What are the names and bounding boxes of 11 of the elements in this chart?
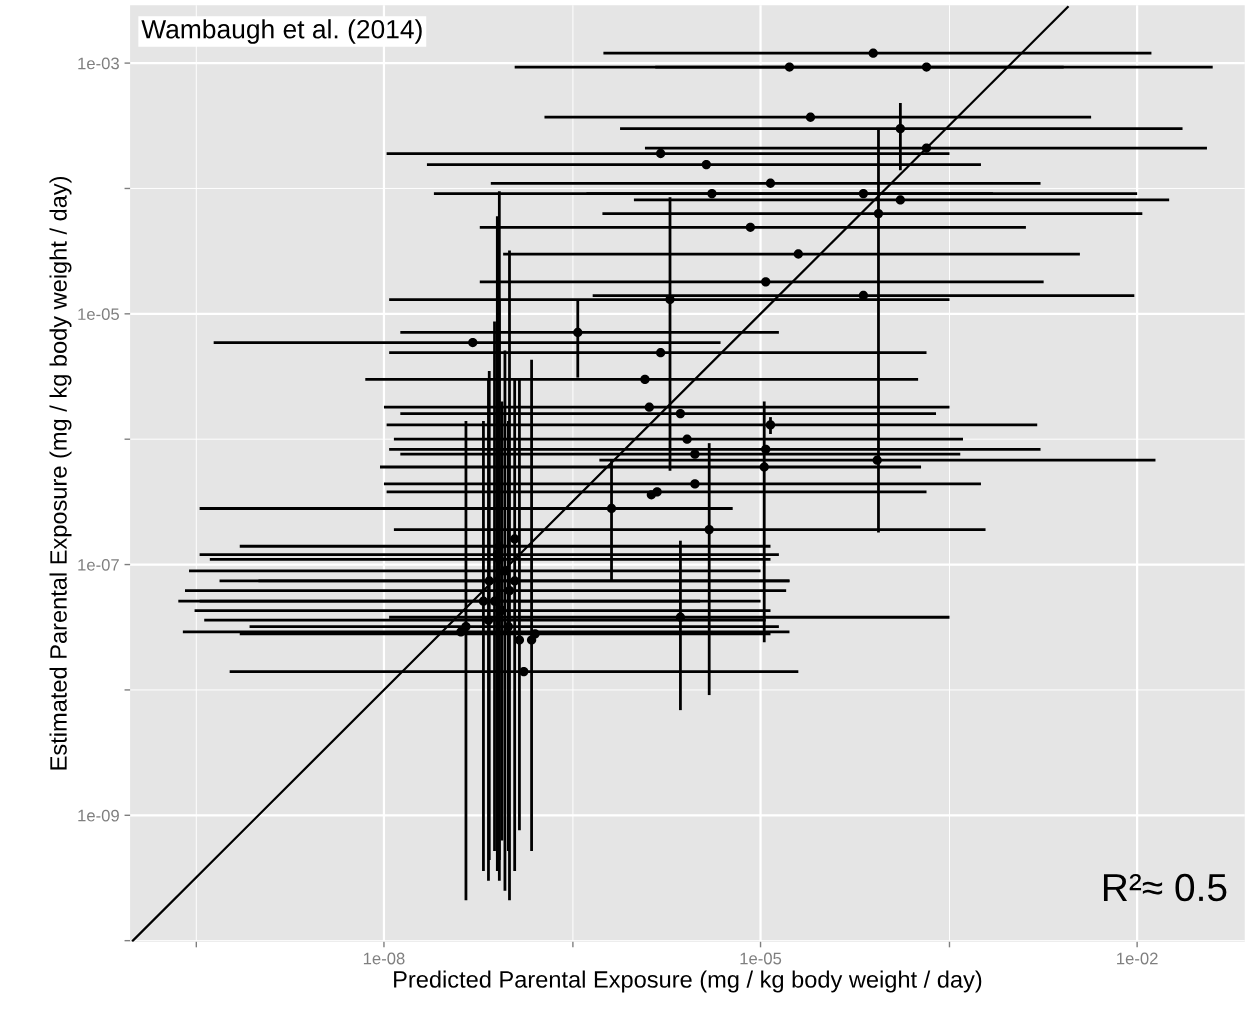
annotation: R²≈ 0.5 — [1103, 873, 1227, 902]
y-tick-label: 1e-03 — [78, 57, 119, 70]
annotation: Wambaugh et al. (2014) — [141, 19, 422, 44]
x-tick-label: 1e-05 — [740, 952, 782, 965]
y-axis-title: Estimated Parental Exposure (mg / kg body weight / day) — [49, 176, 72, 770]
x-tick-label: 1e-08 — [363, 952, 405, 965]
y-tick-label: 1e-05 — [78, 308, 119, 321]
x-tick-label: 1e-02 — [1117, 952, 1158, 965]
y-tick-label: 1e-07 — [78, 558, 119, 571]
x-axis-title: Predicted Parental Exposure (mg / kg body weight / day) — [394, 970, 982, 993]
y-tick-label: 1e-09 — [78, 809, 119, 822]
